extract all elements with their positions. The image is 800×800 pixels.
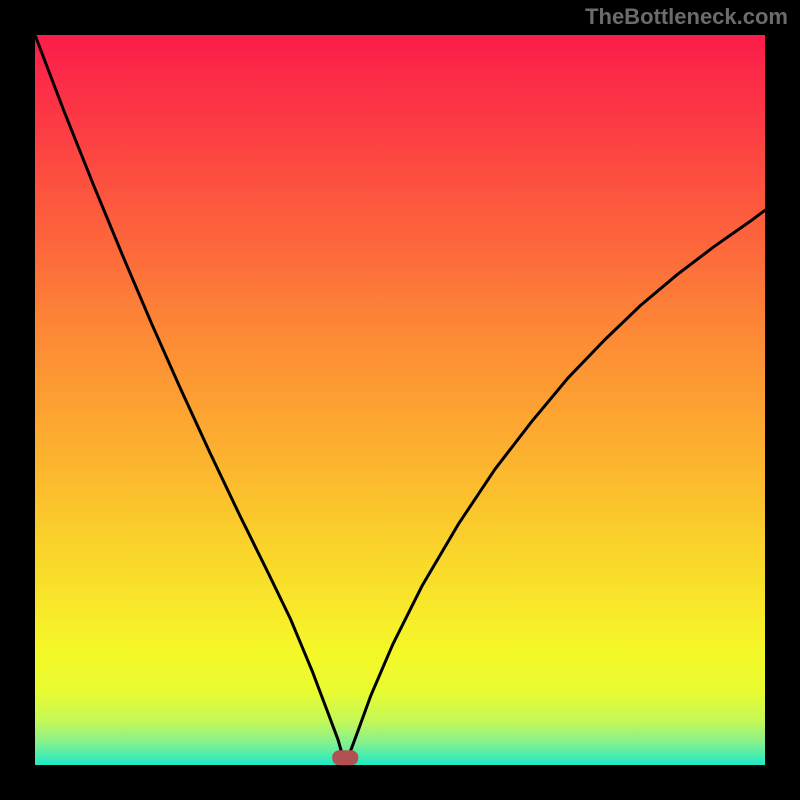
optimal-point-marker bbox=[332, 750, 358, 765]
bottleneck-chart bbox=[0, 0, 800, 800]
watermark-text: TheBottleneck.com bbox=[585, 4, 788, 30]
chart-panel-background bbox=[35, 35, 765, 765]
